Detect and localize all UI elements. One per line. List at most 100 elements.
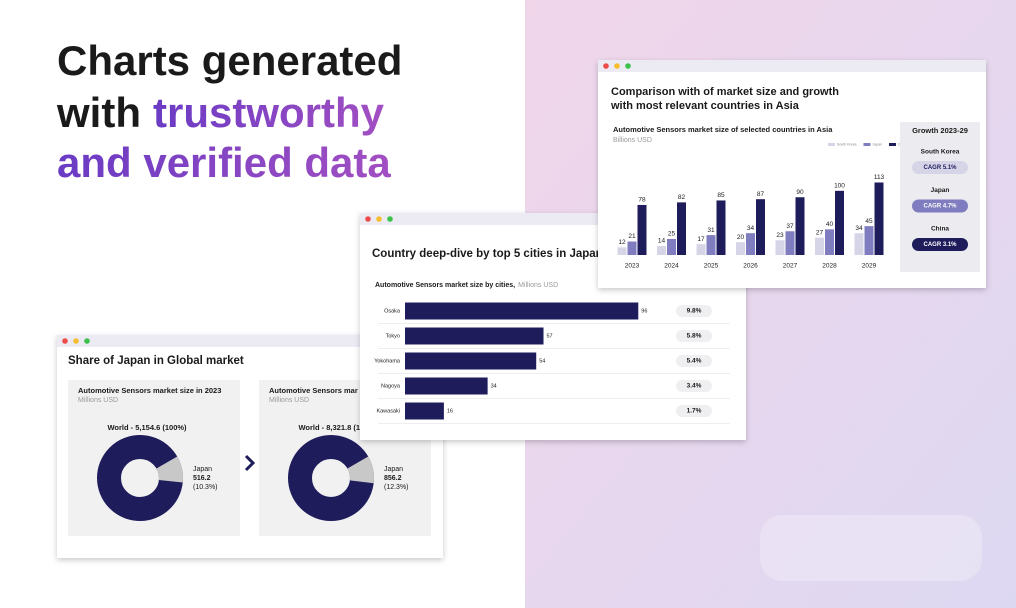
growth-pill xyxy=(912,199,968,213)
growth-country: China xyxy=(931,226,949,233)
bar xyxy=(746,233,755,255)
window-dot xyxy=(376,216,382,222)
window-bar xyxy=(598,60,986,72)
value-label: 23 xyxy=(776,232,784,239)
japan-share: (10.3%) xyxy=(193,484,218,491)
bar xyxy=(775,240,785,255)
chart-unit: Billions USD xyxy=(613,137,652,144)
bar xyxy=(854,233,864,255)
bar xyxy=(627,241,637,255)
value-label: 12 xyxy=(618,239,626,246)
growth-pill xyxy=(676,305,712,317)
bar xyxy=(405,402,444,420)
growth-pill xyxy=(676,355,712,367)
growth-pill xyxy=(912,238,968,251)
bar xyxy=(405,302,639,320)
panel-unit: Millions USD xyxy=(269,397,309,404)
growth-label: CAGR 4.7% xyxy=(923,204,957,210)
window-dot xyxy=(603,63,609,69)
world-label: World - 5,154.6 (100%) xyxy=(107,423,187,432)
bar xyxy=(405,327,544,345)
value-label: 34 xyxy=(747,225,755,232)
value-label: 87 xyxy=(757,191,765,198)
category-label: Kawasaki xyxy=(376,408,400,414)
bar xyxy=(637,204,647,255)
japan-share: (12.3%) xyxy=(384,484,409,491)
window-title: Country deep-dive by top 5 cities in Jap… xyxy=(372,248,603,260)
x-tick-label: 2027 xyxy=(783,263,798,270)
value-label: 40 xyxy=(826,221,834,228)
value-label: 90 xyxy=(796,189,804,196)
growth-label: 5.8% xyxy=(687,333,702,340)
arrow xyxy=(244,454,256,472)
bar xyxy=(785,231,795,255)
window-bar xyxy=(57,335,443,347)
category-label: Nagoya xyxy=(381,383,401,389)
headline: with xyxy=(56,89,141,136)
world-label: World - 8,321.8 (100%) xyxy=(298,423,378,432)
japan-value: 516.2 xyxy=(193,475,211,482)
window-dot xyxy=(73,338,79,344)
chart-unit: Millions USD xyxy=(518,282,558,289)
growth-pill xyxy=(676,330,712,342)
value-label: 113 xyxy=(874,174,885,181)
growth-title: Growth 2023-29 xyxy=(912,126,968,135)
growth-label: 5.4% xyxy=(687,358,702,365)
value-label: 21 xyxy=(628,233,636,240)
donut-japan xyxy=(156,456,183,483)
headline: Charts generated xyxy=(57,37,402,84)
growth-pill xyxy=(676,380,712,392)
x-tick-label: 2026 xyxy=(743,263,758,270)
value-label: 82 xyxy=(678,194,686,201)
window-dot xyxy=(387,216,393,222)
value-label: 14 xyxy=(658,238,666,245)
growth-label: 3.4% xyxy=(687,383,702,390)
value-label: 31 xyxy=(707,227,715,234)
decor-pill xyxy=(760,515,982,581)
bar xyxy=(825,229,834,255)
legend-swatch xyxy=(889,143,897,146)
bar xyxy=(864,226,874,255)
bar xyxy=(716,200,726,255)
value-label: 25 xyxy=(668,231,676,238)
bar xyxy=(696,244,706,255)
value-label: 37 xyxy=(786,223,794,230)
value-label: 85 xyxy=(717,192,725,199)
window-dot xyxy=(625,63,631,69)
legend-label: Japan xyxy=(872,142,882,146)
bar xyxy=(667,238,676,255)
chart-subtitle: Automotive Sensors market size of select… xyxy=(613,125,833,134)
category-label: Osaka xyxy=(384,308,401,314)
value-label: 78 xyxy=(638,197,646,204)
window-title: Comparison with of market size and growt… xyxy=(611,86,839,98)
window-dot xyxy=(62,338,68,344)
bar xyxy=(405,377,488,395)
window-title: Share of Japan in Global market xyxy=(68,355,244,367)
value-label: 34 xyxy=(491,383,497,389)
value-label: 16 xyxy=(447,408,453,414)
japan-label: Japan xyxy=(193,466,212,473)
legend-label: South Korea xyxy=(837,142,857,146)
value-label: 20 xyxy=(737,234,745,241)
x-tick-label: 2028 xyxy=(822,263,837,270)
window-dot xyxy=(84,338,90,344)
growth-label: CAGR 5.1% xyxy=(923,165,957,171)
bar xyxy=(677,202,686,255)
growth-label: 9.8% xyxy=(687,308,702,315)
panel-unit: Millions USD xyxy=(78,397,118,404)
bar xyxy=(874,182,884,255)
window-title: with most relevant countries in Asia xyxy=(610,100,800,112)
value-label: 17 xyxy=(697,236,705,243)
value-label: 96 xyxy=(641,308,647,314)
value-label: 57 xyxy=(547,333,553,339)
panel-subtitle: Automotive Sensors mar xyxy=(269,386,358,395)
window-dot xyxy=(614,63,620,69)
bar xyxy=(736,242,745,255)
bar xyxy=(657,246,666,255)
growth-country: Japan xyxy=(931,187,950,194)
panel-subtitle: Automotive Sensors market size in 2023 xyxy=(78,386,221,395)
bar xyxy=(756,199,765,255)
bar xyxy=(405,352,537,370)
